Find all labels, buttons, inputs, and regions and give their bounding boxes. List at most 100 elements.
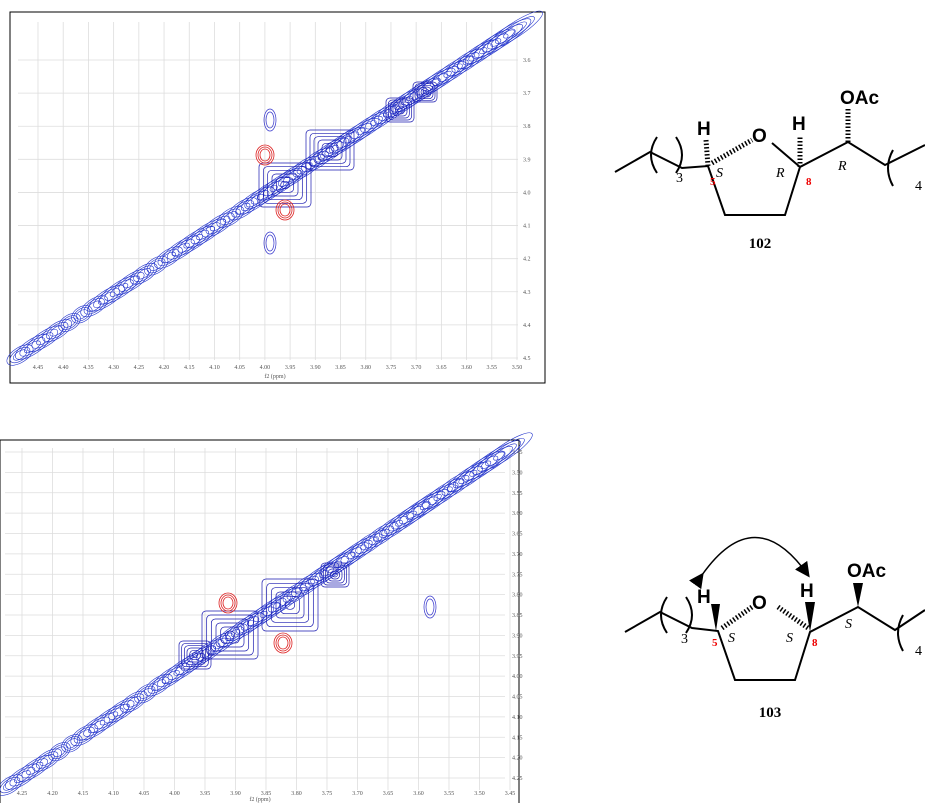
contour: [414, 83, 436, 101]
contour: [217, 623, 248, 647]
contour: [405, 484, 456, 520]
contour: [122, 275, 140, 289]
contour: [419, 494, 442, 510]
contour: [224, 630, 236, 640]
y-tick-label: 4.2: [523, 257, 531, 263]
contour: [390, 101, 410, 119]
contour: [336, 122, 373, 149]
spectrum-frame: [0, 439, 520, 803]
contour: [288, 156, 321, 181]
contour: [21, 758, 48, 779]
y-tick-label: 3.7: [523, 91, 531, 97]
contour: [191, 652, 199, 658]
contour: [279, 203, 291, 217]
contour: [452, 465, 483, 489]
contour: [322, 564, 348, 586]
contour: [227, 197, 258, 221]
contour: [332, 572, 338, 578]
contour: [112, 703, 130, 717]
contour: [472, 33, 509, 59]
contour: [89, 703, 129, 733]
contour: [218, 592, 238, 614]
x-tick-label: 4.20: [47, 791, 58, 797]
stereo-descriptor: S: [716, 166, 723, 181]
contour: [493, 443, 517, 461]
contour: [178, 640, 212, 670]
y-tick-label: 3.85: [512, 613, 523, 619]
contour: [324, 131, 360, 156]
contour: [136, 685, 156, 702]
contour: [241, 606, 274, 631]
contour: [157, 666, 185, 688]
x-tick-label: 4.35: [83, 365, 94, 371]
y-tick-label: 3.65: [512, 532, 523, 538]
contour: [328, 118, 380, 154]
contour: [422, 478, 465, 509]
repeat-count: 3: [681, 632, 688, 647]
x-tick-label: 3.85: [335, 365, 346, 371]
contour: [104, 279, 134, 301]
contour: [373, 512, 414, 542]
contour: [275, 177, 295, 193]
contour: [183, 645, 207, 665]
contour: [60, 315, 79, 330]
y-tick-label: 3.6: [523, 58, 531, 64]
contour: [327, 568, 343, 582]
contour: [53, 746, 66, 757]
locant: 5: [710, 176, 716, 188]
repeat-count: 3: [676, 171, 683, 186]
contour: [65, 738, 78, 749]
contour: [485, 438, 525, 466]
contour: [464, 28, 516, 64]
contour: [273, 632, 293, 654]
x-tick-label: 4.25: [134, 365, 145, 371]
contour: [190, 222, 221, 244]
contour: [321, 142, 339, 158]
y-tick-label: 4.05: [512, 695, 523, 701]
contour: [12, 349, 28, 361]
contour: [456, 55, 475, 70]
contour: [265, 111, 275, 129]
contour: [482, 24, 523, 53]
contour: [259, 148, 271, 162]
contour: [394, 105, 406, 115]
contour: [370, 112, 388, 126]
x-tick-label: 3.65: [436, 365, 447, 371]
y-tick-label: 3.80: [512, 593, 523, 599]
contour: [15, 334, 50, 360]
atom-label: H: [697, 587, 711, 608]
locant: 8: [806, 176, 812, 188]
contour: [134, 683, 159, 704]
contour: [250, 180, 285, 205]
contour: [216, 206, 245, 228]
contour: [6, 344, 34, 366]
x-tick-label: 3.90: [310, 365, 321, 371]
contour: [436, 471, 475, 500]
contour: [14, 770, 31, 784]
stereo-descriptor: S: [786, 631, 793, 646]
contour: [70, 724, 99, 746]
contour: [99, 711, 119, 726]
contour: [479, 38, 502, 55]
y-tick-label: 3.95: [512, 654, 523, 660]
contour: [280, 180, 290, 190]
contour: [373, 98, 409, 125]
x-tick-label: 3.85: [261, 791, 272, 797]
contour: [88, 284, 125, 312]
noe-arrow: [688, 536, 810, 590]
contour: [425, 598, 435, 616]
y-tick-label: 4.20: [512, 756, 523, 762]
contour: [36, 751, 59, 769]
contour: [503, 21, 527, 39]
stereo-descriptor: S: [845, 617, 852, 632]
y-tick-label: 3.70: [512, 552, 523, 558]
contour: [109, 283, 129, 297]
contour: [50, 744, 69, 760]
contour: [83, 298, 105, 315]
contour: [462, 455, 499, 482]
contour: [325, 566, 345, 584]
contour: [48, 742, 71, 762]
contour: [469, 460, 492, 477]
contour: [326, 547, 363, 574]
